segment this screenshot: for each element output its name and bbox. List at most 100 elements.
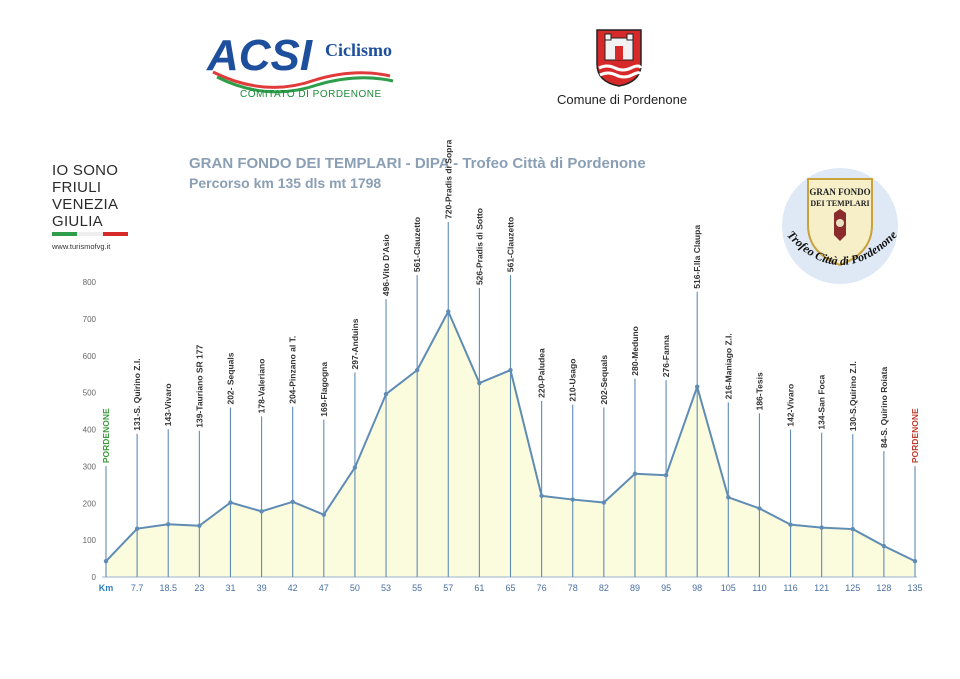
- waypoint-label: 220-Paludea: [537, 348, 547, 398]
- x-tick-label: 47: [319, 583, 329, 593]
- waypoint-label: 84-S. Quirino Roiata: [879, 367, 889, 449]
- waypoint-label: 561-Clauzetto: [412, 217, 422, 272]
- waypoint-label: 210-Usago: [568, 359, 578, 402]
- data-point: [788, 522, 793, 527]
- fvg-line: VENEZIA: [52, 196, 119, 213]
- x-tick-label: 65: [505, 583, 515, 593]
- data-point: [134, 526, 140, 531]
- data-point: [539, 493, 544, 499]
- data-point: [197, 523, 202, 528]
- waypoint-label: 280-Meduno: [630, 326, 640, 376]
- x-tick-label: 76: [537, 583, 547, 593]
- data-point: [477, 380, 482, 386]
- data-point: [850, 526, 855, 532]
- data-point: [632, 471, 638, 476]
- data-point: [570, 497, 575, 502]
- y-tick-label: 500: [83, 389, 97, 398]
- waypoint-label: 139-Tauriano SR 177: [194, 344, 204, 427]
- acsi-ciclismo-label: Ciclismo: [325, 40, 392, 60]
- waypoint-label: 131-S. Quirino Z.I.: [132, 358, 142, 430]
- x-tick-label: 55: [412, 583, 422, 593]
- fvg-logo: IO SONO FRIULI VENEZIA GIULIA www.turism…: [52, 162, 142, 251]
- data-point: [757, 506, 762, 511]
- data-point: [383, 391, 389, 397]
- chart-subtitle: Percorso km 135 dls mt 1798: [189, 175, 382, 191]
- data-point: [726, 495, 731, 500]
- x-axis-label: Km: [99, 583, 114, 593]
- data-point: [881, 543, 887, 549]
- x-tick-label: 57: [443, 583, 453, 593]
- fvg-url: www.turismofvg.it: [52, 242, 111, 251]
- acsi-logo-text: ACSI: [206, 31, 313, 80]
- data-point: [601, 500, 607, 505]
- waypoint-label: PORDENONE: [910, 408, 920, 463]
- y-tick-label: 300: [83, 462, 97, 471]
- data-point: [166, 522, 171, 527]
- waypoint-label: 202-Sequals: [599, 355, 609, 405]
- waypoint-label: 276-Fanna: [661, 335, 671, 377]
- x-tick-label: 125: [845, 583, 860, 593]
- data-point: [912, 558, 918, 564]
- waypoint-label: 134-San Foca: [817, 375, 827, 430]
- profile-area: [102, 310, 917, 578]
- badge-top: GRAN FONDO: [809, 187, 870, 197]
- x-tick-label: 95: [661, 583, 671, 593]
- waypoint-label: 178-Valeriano: [257, 359, 267, 414]
- waypoint-label: 130-S.Quirino Z.I.: [848, 361, 858, 431]
- y-tick-label: 400: [83, 426, 97, 435]
- waypoint-label: 297-Anduins: [350, 318, 360, 369]
- x-tick-label: 128: [876, 583, 891, 593]
- data-point: [228, 500, 233, 505]
- x-tick-label: 61: [474, 583, 484, 593]
- x-tick-label: 98: [692, 583, 702, 593]
- data-point: [414, 367, 420, 373]
- data-point: [290, 499, 295, 504]
- x-tick-label: 135: [907, 583, 922, 593]
- waypoint-label: 204-Pinzano al T.: [288, 336, 298, 404]
- waypoint-label: 142-Vivaro: [786, 384, 796, 427]
- data-point: [508, 367, 513, 373]
- waypoint-label: 526-Pradis di Sotto: [474, 208, 484, 285]
- fvg-line: GIULIA: [52, 213, 103, 230]
- y-tick-label: 0: [92, 573, 97, 582]
- waypoint-label: 169-Flagogna: [319, 362, 329, 417]
- waypoint-label: 720-Pradis di Sopra: [443, 139, 453, 219]
- x-tick-label: 116: [783, 583, 797, 593]
- x-axis: Km 7.7 18.5 23 31 39 42 47 50 53 55 57 61 65 76 78 82 89 9…: [99, 583, 923, 593]
- x-tick-label: 18.5: [159, 583, 177, 593]
- fvg-line: FRIULI: [52, 179, 102, 196]
- x-tick-label: 110: [752, 583, 766, 593]
- y-tick-label: 200: [83, 499, 97, 508]
- waypoint-label: 202- Sequals: [225, 352, 235, 404]
- waypoint-label: PORDENONE: [101, 408, 111, 463]
- waypoint-label: 216-Maniago Z.I.: [723, 333, 733, 399]
- data-point: [259, 509, 264, 514]
- waypoint-label: 143-Vivaro: [163, 383, 173, 426]
- x-tick-label: 23: [194, 583, 204, 593]
- x-tick-label: 7.7: [131, 583, 144, 593]
- x-tick-label: 121: [814, 583, 829, 593]
- y-tick-label: 600: [83, 352, 97, 361]
- x-tick-label: 39: [257, 583, 267, 593]
- x-tick-label: 42: [288, 583, 298, 593]
- x-tick-label: 53: [381, 583, 391, 593]
- x-tick-label: 78: [568, 583, 578, 593]
- waypoint-label: 516-F.lla Claupa: [692, 225, 702, 289]
- x-tick-label: 89: [630, 583, 640, 593]
- data-point: [352, 465, 358, 470]
- fvg-line: IO SONO: [52, 162, 119, 179]
- y-axis: 0 100 200 300 400 500 600 700 800: [83, 278, 97, 582]
- data-point: [819, 525, 824, 530]
- gran-fondo-badge: GRAN FONDO DEI TEMPLARI Trofeo Città di …: [782, 168, 900, 284]
- data-point: [663, 473, 669, 478]
- waypoint-label: 561-Clauzetto: [506, 217, 516, 272]
- data-point: [694, 384, 700, 389]
- waypoint-labels: PORDENONE 131-S. Quirino Z.I. 143-Vivaro 13…: [101, 139, 920, 463]
- x-tick-label: 50: [350, 583, 360, 593]
- data-point: [321, 512, 327, 517]
- badge-mid: DEI TEMPLARI: [810, 199, 869, 208]
- acsi-committee-label: COMITATO DI PORDENONE: [240, 89, 382, 100]
- waypoint-label: 186-Tesis: [754, 372, 764, 410]
- data-point: [103, 558, 109, 564]
